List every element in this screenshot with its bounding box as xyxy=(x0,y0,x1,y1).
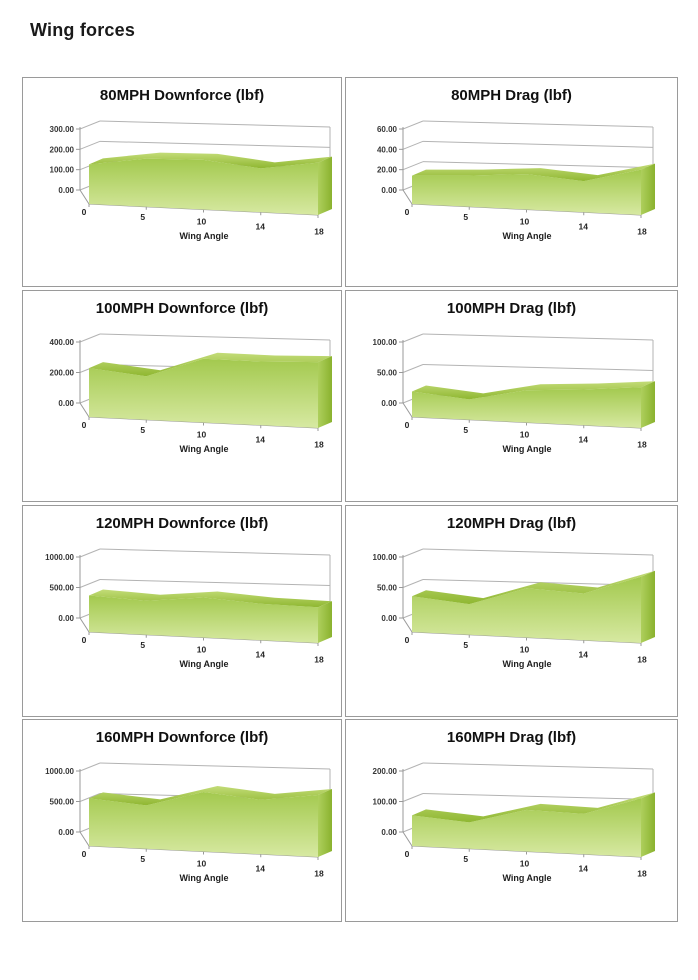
svg-text:Wing Angle: Wing Angle xyxy=(502,659,551,669)
svg-text:14: 14 xyxy=(256,864,266,874)
svg-text:60.00: 60.00 xyxy=(377,125,398,134)
area-chart-160mph-drag: 0.00 100.00 200.00 0 5 10 14 18 Wing Angle xyxy=(373,762,655,883)
chart-100mph-drag: 100MPH Drag (lbf) 0.00 50.00 100.00 0 5 10 14 1… xyxy=(345,290,678,502)
svg-text:10: 10 xyxy=(520,430,530,440)
svg-text:5: 5 xyxy=(140,640,145,650)
chart-title: 160MPH Downforce (lbf) xyxy=(95,729,269,746)
area-chart-100mph-drag: 0.00 50.00 100.00 0 5 10 14 18 Wing Angle xyxy=(373,333,655,454)
svg-text:5: 5 xyxy=(463,854,468,864)
area-chart-160mph-downforce: 0.00 500.00 1000.00 0 5 10 14 18 Wing Angle xyxy=(45,762,332,883)
svg-text:0.00: 0.00 xyxy=(381,828,397,837)
chart-title: 80MPH Drag (lbf) xyxy=(451,87,572,104)
svg-text:5: 5 xyxy=(463,425,468,435)
svg-text:0: 0 xyxy=(82,420,87,430)
svg-text:0.00: 0.00 xyxy=(381,186,397,195)
svg-text:1000.00: 1000.00 xyxy=(45,767,74,776)
svg-text:14: 14 xyxy=(579,650,589,660)
chart-80mph-drag: 80MPH Drag (lbf) 0.00 20.00 40.00 60.00 0 5 10… xyxy=(345,77,678,287)
svg-text:0: 0 xyxy=(405,849,410,859)
area-chart-120mph-downforce: 0.00 500.00 1000.00 0 5 10 14 18 Wing Angle xyxy=(45,548,332,669)
svg-text:18: 18 xyxy=(637,226,647,236)
svg-text:18: 18 xyxy=(637,868,647,878)
svg-text:1000.00: 1000.00 xyxy=(45,553,74,562)
svg-text:0.00: 0.00 xyxy=(58,614,74,623)
area-chart-80mph-downforce: 0.00 100.00 200.00 300.00 0 5 10 14 18 Wing Angle xyxy=(50,120,332,241)
svg-text:5: 5 xyxy=(463,640,468,650)
svg-text:0: 0 xyxy=(405,207,410,217)
area-chart-100mph-downforce: 0.00 200.00 400.00 0 5 10 14 18 Wing Angle xyxy=(50,333,332,454)
svg-text:Wing Angle: Wing Angle xyxy=(179,231,228,241)
svg-text:0.00: 0.00 xyxy=(58,186,74,195)
chart-title: 80MPH Downforce (lbf) xyxy=(99,87,265,104)
chart-title: 120MPH Drag (lbf) xyxy=(446,515,577,532)
chart-100mph-downforce: 100MPH Downforce (lbf) 0.00 200.00 400.00 0… xyxy=(22,290,342,502)
svg-text:Wing Angle: Wing Angle xyxy=(502,873,551,883)
svg-text:10: 10 xyxy=(520,217,530,227)
svg-text:18: 18 xyxy=(637,654,647,664)
svg-text:10: 10 xyxy=(197,859,207,869)
svg-text:Wing Angle: Wing Angle xyxy=(179,444,228,454)
svg-text:0.00: 0.00 xyxy=(381,614,397,623)
svg-text:18: 18 xyxy=(314,868,324,878)
chart-title: 120MPH Downforce (lbf) xyxy=(95,515,269,532)
svg-text:100.00: 100.00 xyxy=(373,553,398,562)
svg-text:5: 5 xyxy=(140,212,145,222)
chart-title: 100MPH Drag (lbf) xyxy=(446,300,577,317)
svg-text:50.00: 50.00 xyxy=(377,584,398,593)
svg-text:5: 5 xyxy=(140,425,145,435)
svg-text:Wing Angle: Wing Angle xyxy=(502,231,551,241)
svg-text:18: 18 xyxy=(314,439,324,449)
svg-text:10: 10 xyxy=(197,430,207,440)
svg-text:0.00: 0.00 xyxy=(58,828,74,837)
svg-text:100.00: 100.00 xyxy=(50,166,75,175)
svg-text:10: 10 xyxy=(197,217,207,227)
svg-text:5: 5 xyxy=(463,212,468,222)
page-title: Wing forces xyxy=(30,20,136,40)
svg-text:100.00: 100.00 xyxy=(373,798,398,807)
svg-text:0.00: 0.00 xyxy=(381,399,397,408)
svg-text:14: 14 xyxy=(579,864,589,874)
svg-text:500.00: 500.00 xyxy=(50,584,75,593)
svg-text:0: 0 xyxy=(82,849,87,859)
svg-text:14: 14 xyxy=(579,222,589,232)
svg-text:400.00: 400.00 xyxy=(50,338,75,347)
svg-text:0: 0 xyxy=(405,635,410,645)
svg-text:0: 0 xyxy=(405,420,410,430)
svg-text:5: 5 xyxy=(140,854,145,864)
area-chart-80mph-drag: 0.00 20.00 40.00 60.00 0 5 10 14 18 Wing Angle xyxy=(377,120,655,241)
svg-text:0: 0 xyxy=(82,635,87,645)
svg-text:10: 10 xyxy=(520,645,530,655)
svg-text:Wing Angle: Wing Angle xyxy=(179,873,228,883)
svg-text:10: 10 xyxy=(520,859,530,869)
svg-text:0.00: 0.00 xyxy=(58,399,74,408)
svg-text:0: 0 xyxy=(82,207,87,217)
svg-text:200.00: 200.00 xyxy=(50,145,75,154)
chart-title: 100MPH Downforce (lbf) xyxy=(95,300,269,317)
svg-text:200.00: 200.00 xyxy=(373,767,398,776)
chart-120mph-downforce: 120MPH Downforce (lbf) 0.00 500.00 1000.00… xyxy=(22,505,342,717)
svg-text:14: 14 xyxy=(579,435,589,445)
svg-text:20.00: 20.00 xyxy=(377,166,398,175)
svg-text:100.00: 100.00 xyxy=(373,338,398,347)
svg-text:10: 10 xyxy=(197,645,207,655)
svg-text:14: 14 xyxy=(256,435,266,445)
svg-text:18: 18 xyxy=(637,439,647,449)
svg-text:40.00: 40.00 xyxy=(377,145,398,154)
chart-80mph-downforce: 80MPH Downforce (lbf) 0.00 100.00 200.00 30… xyxy=(22,77,342,287)
svg-text:Wing Angle: Wing Angle xyxy=(179,659,228,669)
chart-title: 160MPH Drag (lbf) xyxy=(446,729,577,746)
svg-text:14: 14 xyxy=(256,650,266,660)
svg-text:200.00: 200.00 xyxy=(50,369,75,378)
chart-160mph-downforce: 160MPH Downforce (lbf) 0.00 500.00 1000.00… xyxy=(22,719,342,922)
svg-text:18: 18 xyxy=(314,654,324,664)
svg-text:50.00: 50.00 xyxy=(377,369,398,378)
area-chart-120mph-drag: 0.00 50.00 100.00 0 5 10 14 18 Wing Angle xyxy=(373,548,655,669)
svg-text:Wing Angle: Wing Angle xyxy=(502,444,551,454)
svg-text:500.00: 500.00 xyxy=(50,798,75,807)
chart-160mph-drag: 160MPH Drag (lbf) 0.00 100.00 200.00 0 5 10 14… xyxy=(345,719,678,922)
svg-text:300.00: 300.00 xyxy=(50,125,75,134)
svg-text:14: 14 xyxy=(256,222,266,232)
svg-text:18: 18 xyxy=(314,226,324,236)
chart-120mph-drag: 120MPH Drag (lbf) 0.00 50.00 100.00 0 5 10 14 1… xyxy=(345,505,678,717)
